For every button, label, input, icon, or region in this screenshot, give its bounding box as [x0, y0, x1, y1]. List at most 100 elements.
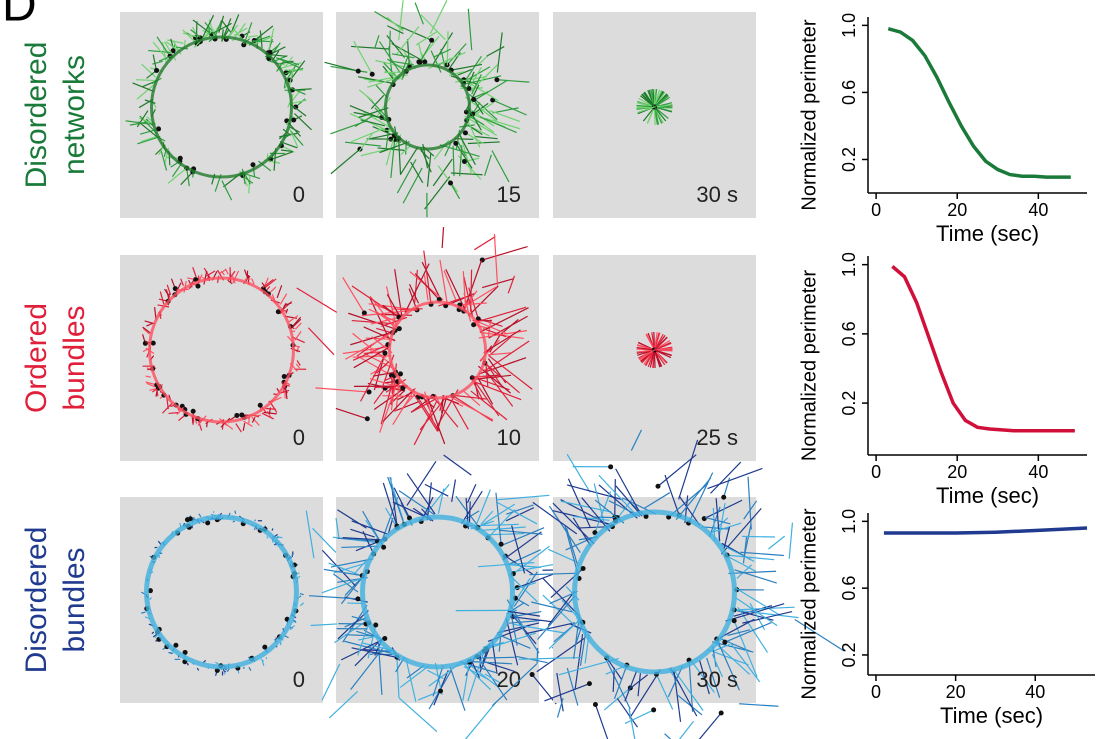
filament: [401, 52, 410, 73]
filament: [467, 141, 500, 145]
filament: [788, 522, 794, 559]
motor: [147, 588, 153, 594]
x-tick-label: 20: [946, 682, 966, 702]
filament: [270, 151, 293, 161]
filament: [385, 135, 395, 166]
filament: [401, 394, 415, 410]
filament: [370, 316, 401, 325]
filament: [653, 88, 656, 108]
filament: [463, 390, 481, 407]
filament: [742, 610, 793, 624]
filament: [491, 150, 510, 183]
data-line: [887, 27, 1071, 179]
filament: [598, 484, 638, 519]
filament: [161, 402, 173, 414]
filament: [417, 42, 424, 61]
filament: [387, 476, 405, 525]
filament: [276, 285, 283, 299]
ring: [388, 300, 487, 400]
y-axis-label: Normalized perimeter: [798, 508, 820, 700]
filament: [352, 332, 394, 367]
filament: [377, 641, 383, 695]
motor: [494, 77, 500, 83]
time-label: 25 s: [696, 425, 738, 450]
filament: [358, 635, 378, 641]
filament: [358, 107, 389, 119]
filament: [452, 145, 455, 177]
filament: [154, 635, 158, 639]
snapshot-bg: [120, 12, 323, 218]
motor: [182, 649, 188, 655]
filament: [330, 148, 361, 175]
filament: [344, 335, 389, 360]
filament: [488, 355, 533, 390]
filament: [400, 146, 419, 175]
filament: [292, 625, 295, 628]
filament: [548, 505, 581, 554]
filament: [654, 342, 672, 351]
filament: [529, 572, 579, 576]
x-tick-label: 0: [871, 462, 881, 482]
filament: [476, 376, 494, 405]
filament: [298, 595, 302, 598]
filament: [736, 597, 778, 627]
filament: [459, 145, 463, 177]
filament: [502, 527, 545, 546]
filament: [487, 509, 516, 539]
filament: [466, 71, 475, 88]
filament: [307, 327, 335, 356]
filament: [380, 497, 399, 543]
filament: [419, 146, 432, 173]
filament: [728, 556, 757, 572]
filament: [374, 10, 404, 30]
filament: [417, 396, 440, 432]
motor: [239, 412, 245, 418]
filament: [342, 277, 365, 314]
filament: [135, 79, 157, 82]
snapshot-bg: [553, 497, 756, 703]
filament: [166, 397, 169, 410]
row-label: Disordered: [20, 42, 53, 189]
filament: [166, 284, 172, 296]
filament: [349, 104, 388, 122]
filament: [470, 390, 508, 421]
filament: [688, 660, 694, 712]
filament: [289, 60, 306, 81]
filament: [566, 453, 591, 493]
filament: [464, 96, 498, 123]
filament: [398, 490, 435, 515]
filament: [426, 153, 432, 187]
motor: [586, 681, 592, 687]
motor: [241, 42, 247, 48]
motor: [156, 126, 162, 132]
filament: [273, 638, 276, 641]
filament: [743, 523, 752, 557]
motor: [592, 701, 598, 707]
filament: [485, 532, 525, 536]
filament: [472, 80, 507, 102]
x-tick-label: 0: [871, 682, 881, 702]
filament: [455, 143, 473, 169]
time-label: 0: [293, 425, 305, 450]
filament: [299, 602, 305, 607]
filament: [483, 328, 507, 338]
filament: [552, 502, 595, 545]
filament: [443, 270, 457, 301]
filament: [226, 668, 230, 673]
filament: [464, 701, 497, 739]
filament: [726, 554, 775, 561]
filament: [289, 628, 292, 631]
filament: [393, 487, 411, 519]
filament: [357, 355, 392, 377]
filament: [544, 683, 590, 702]
filament: [605, 658, 631, 710]
filament: [654, 349, 672, 357]
time-label: 0: [293, 182, 305, 207]
filament: [615, 485, 643, 517]
filament: [651, 332, 656, 351]
filament: [510, 611, 518, 646]
motor: [293, 104, 299, 110]
snapshot: [553, 255, 756, 461]
filament: [669, 667, 698, 717]
